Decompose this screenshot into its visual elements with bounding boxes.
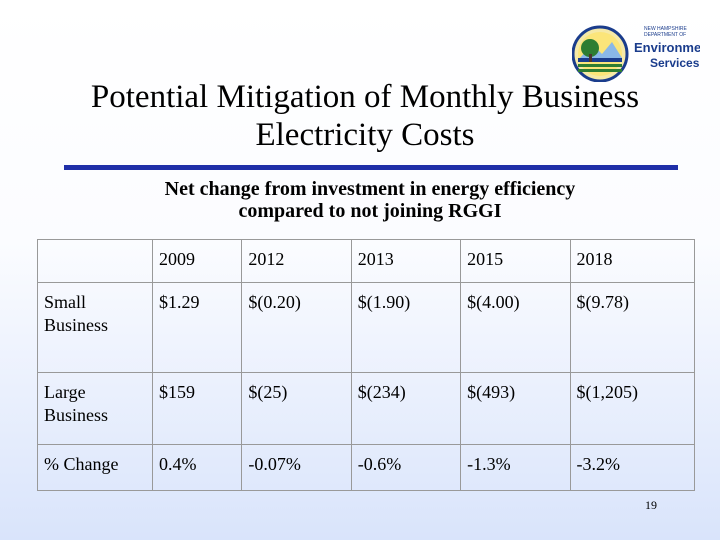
table-cell: $159 <box>151 371 243 446</box>
title-divider <box>64 165 678 170</box>
logo-tree-icon <box>581 39 599 57</box>
table-corner-cell <box>37 239 153 283</box>
page-number: 19 <box>645 498 657 512</box>
year-header: 2013 <box>350 239 462 283</box>
slide-subtitle: Net change from investment in energy eff… <box>164 178 576 222</box>
year-header: 2009 <box>151 239 243 283</box>
year-header: 2015 <box>460 239 571 283</box>
table-cell: $(493) <box>460 371 571 446</box>
table-cell: -0.6% <box>350 444 462 491</box>
slide-title: Potential Mitigation of Monthly Business… <box>90 79 640 153</box>
logo-line3: Environmental <box>634 40 700 55</box>
table-row: Large Business $159 $(25) $(234) $(493) … <box>37 371 696 446</box>
nhdes-logo: NEW HAMPSHIRE DEPARTMENT OF Environmenta… <box>572 25 700 82</box>
table-cell: $(234) <box>350 371 462 446</box>
logo-line4: Services <box>650 56 700 70</box>
table-row: Small Business $1.29 $(0.20) $(1.90) $(4… <box>37 281 696 373</box>
table-cell: $(25) <box>241 371 352 446</box>
table-header-row: 2009 2012 2013 2015 2018 <box>37 239 696 283</box>
table-cell: $(1.90) <box>350 281 462 373</box>
row-label: % Change <box>37 444 153 491</box>
logo-line2: DEPARTMENT OF <box>644 32 686 38</box>
table-cell: -1.3% <box>460 444 571 491</box>
year-header: 2018 <box>569 239 696 283</box>
cost-table: 2009 2012 2013 2015 2018 Small Business … <box>37 239 696 491</box>
logo-line1: NEW HAMPSHIRE <box>644 26 687 32</box>
row-label: Large Business <box>37 371 153 446</box>
row-label: Small Business <box>37 281 153 373</box>
table-cell: $(9.78) <box>569 281 696 373</box>
table-cell: $(1,205) <box>569 371 696 446</box>
table-cell: $(4.00) <box>460 281 571 373</box>
table-cell: $1.29 <box>151 281 243 373</box>
year-header: 2012 <box>241 239 352 283</box>
table-row: % Change 0.4% -0.07% -0.6% -1.3% -3.2% <box>37 444 696 491</box>
table-cell: 0.4% <box>151 444 243 491</box>
table-cell: -0.07% <box>241 444 352 491</box>
table-cell: -3.2% <box>569 444 696 491</box>
table-cell: $(0.20) <box>241 281 352 373</box>
